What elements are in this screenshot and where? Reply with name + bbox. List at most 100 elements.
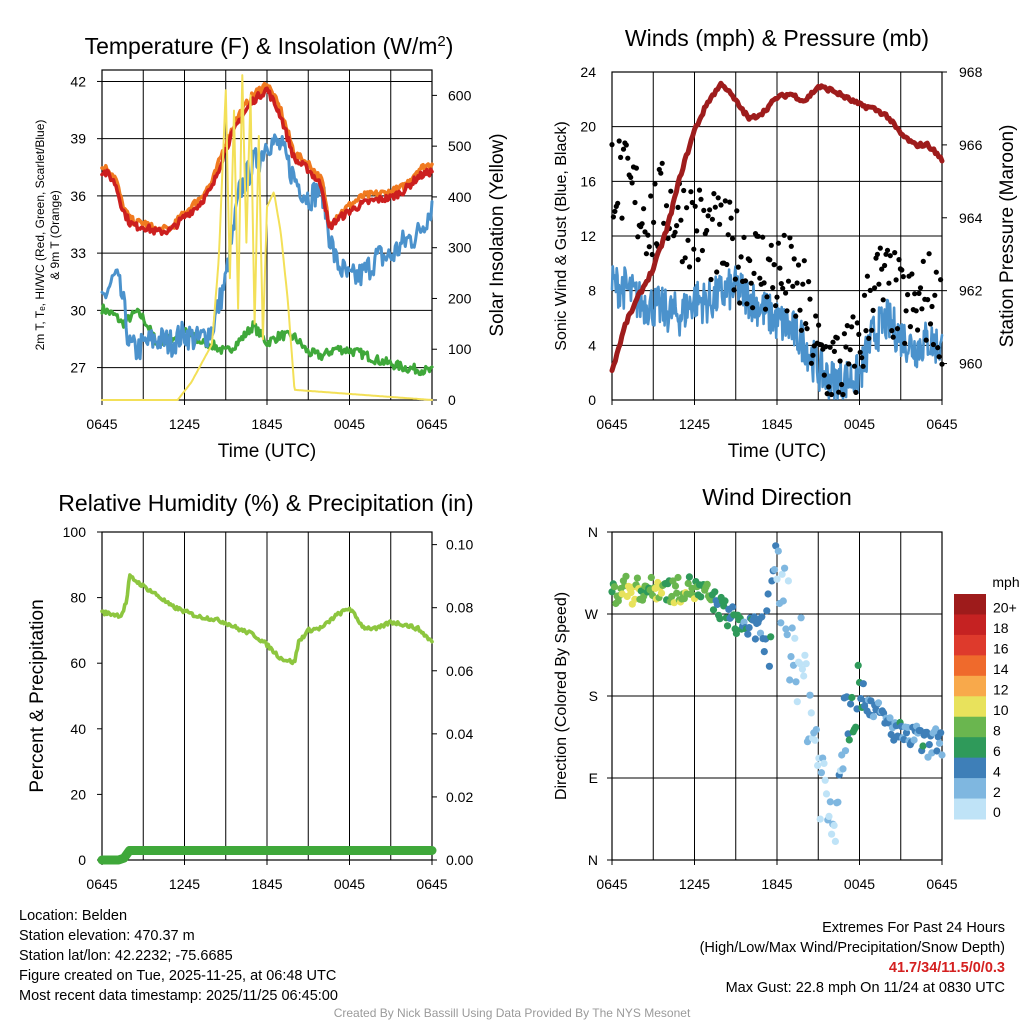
recent-timestamp: Most recent data timestamp: 2025/11/25 0…	[19, 988, 338, 1004]
colorbar-swatch	[954, 634, 986, 656]
winds-gust-point	[851, 363, 858, 369]
winds-gust-point	[869, 327, 875, 333]
winds-gust-point	[744, 301, 750, 307]
direction-point	[874, 699, 883, 707]
winds-gust-point	[616, 138, 622, 144]
winds-gust-point	[678, 217, 684, 223]
winds-gust-point	[920, 258, 926, 264]
rh-ytick-right-label: 0.04	[446, 726, 473, 742]
direction-xtick-label: 0645	[926, 876, 957, 892]
winds-gust-point	[916, 290, 922, 296]
winds-series-station-pressure	[609, 80, 945, 374]
winds-gust-point	[905, 292, 911, 298]
direction-point	[732, 629, 741, 638]
winds-gust-point	[859, 355, 865, 361]
winds-xtick-label: 0645	[596, 416, 627, 432]
extremes-values: 41.7/34/11.5/0/0.3	[888, 960, 1005, 976]
extremes-subtitle: (High/Low/Max Wind/Precipitation/Snow De…	[699, 940, 1005, 956]
colorbar-label: 20+	[993, 600, 1017, 616]
direction-point	[910, 736, 918, 744]
winds-gust-point	[780, 285, 786, 291]
rh-ytick-label: 40	[70, 721, 86, 737]
winds-gust-point	[750, 305, 756, 311]
winds-gust-point	[764, 294, 770, 300]
direction-point	[673, 589, 681, 597]
colorbar-swatch	[954, 614, 986, 636]
winds-gust-point	[900, 274, 906, 280]
winds-gust-point	[615, 200, 621, 206]
direction-point	[782, 625, 790, 633]
winds-gust-point	[714, 269, 720, 275]
direction-point	[786, 676, 794, 684]
colorbar-swatch	[954, 655, 986, 677]
temp-xtick-label: 1245	[169, 416, 200, 432]
winds-gust-point	[880, 297, 886, 303]
winds-gust-point	[830, 339, 836, 345]
colorbar-label: 16	[993, 641, 1009, 657]
direction-point	[847, 700, 855, 708]
temp-xtick-label: 0045	[334, 416, 365, 432]
winds-ytick-right-label: 966	[959, 137, 983, 153]
direction-point	[765, 662, 774, 670]
winds-gust-point	[738, 254, 744, 260]
winds-gust-point	[633, 165, 640, 171]
winds-gust-point	[909, 271, 915, 277]
winds-gust-point	[834, 335, 840, 341]
direction-xtick-label: 0045	[844, 876, 875, 892]
direction-point	[839, 765, 847, 773]
winds-ytick-label: 0	[588, 392, 596, 408]
temp-xtick-label: 0645	[86, 416, 117, 432]
winds-gust-point	[718, 202, 724, 208]
winds-gust-point	[629, 180, 635, 186]
winds-gust-point	[781, 232, 787, 238]
winds-gust-point	[886, 280, 892, 286]
winds-gust-point	[610, 214, 617, 220]
direction-point	[657, 589, 666, 597]
direction-point	[779, 597, 787, 605]
direction-point	[919, 742, 927, 750]
winds-gust-point	[751, 270, 757, 276]
colorbar-swatch	[954, 757, 986, 779]
winds-gust-point	[813, 313, 819, 319]
winds-gust-point	[870, 307, 876, 313]
temp-ylabel-right: Solar Insolation (Yellow)	[487, 133, 508, 336]
direction-point	[723, 622, 732, 630]
winds-gust-point	[658, 170, 664, 176]
winds-gust-point	[635, 234, 641, 240]
winds-gust-point	[701, 207, 707, 213]
winds-ylabel: Sonic Wind & Gust (Blue, Black)	[553, 121, 570, 350]
station-info: Location: Belden Station elevation: 470.…	[19, 906, 338, 1006]
direction-point	[825, 812, 833, 821]
winds-gust-point	[619, 215, 625, 221]
winds-gust-point	[806, 279, 812, 285]
winds-gust-point	[903, 308, 909, 314]
direction-point	[770, 566, 779, 574]
winds-gust-point	[841, 331, 848, 337]
winds-gust-point	[887, 253, 893, 259]
winds-gust-point	[899, 267, 905, 273]
winds-ytick-label: 16	[580, 173, 596, 189]
winds-ytick-right-label: 962	[959, 283, 983, 299]
temp-ytick-label: 27	[70, 360, 86, 376]
temp-ytick-label: 36	[70, 188, 86, 204]
direction-point	[904, 723, 912, 732]
winds-gust-point	[747, 257, 753, 264]
rh-xtick-label: 1245	[169, 876, 200, 892]
direction-point	[729, 603, 737, 611]
winds-gust-point	[775, 240, 782, 246]
direction-point	[797, 614, 805, 622]
temp-ytick-label: 39	[70, 131, 86, 147]
winds-gust-point	[684, 205, 690, 211]
rh-ytick-right-label: 0.08	[446, 600, 473, 616]
temp-ytick-right-label: 0	[448, 392, 456, 408]
winds-gust-point	[731, 287, 737, 293]
direction-point	[791, 634, 799, 642]
direction-point	[792, 678, 800, 686]
direction-point	[758, 613, 766, 621]
winds-gust-point	[892, 250, 898, 256]
winds-gust-points	[609, 138, 945, 398]
direction-point	[932, 725, 940, 733]
colorbar-swatch	[954, 594, 986, 615]
winds-gust-point	[712, 204, 718, 210]
direction-xtick-label: 1845	[761, 876, 792, 892]
